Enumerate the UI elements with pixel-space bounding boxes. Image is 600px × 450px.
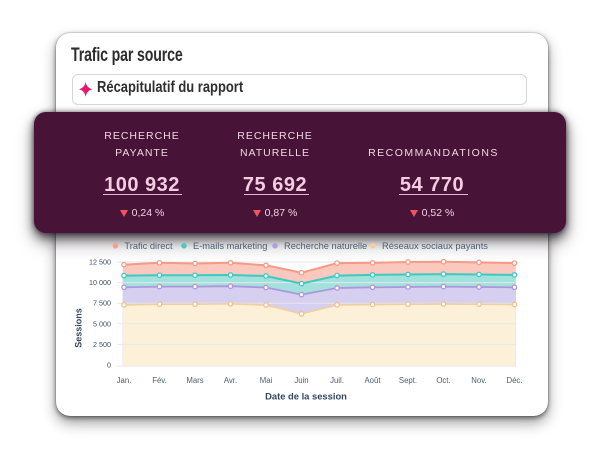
svg-text:Mars: Mars: [186, 376, 203, 385]
svg-text:Jan.: Jan.: [117, 376, 132, 385]
svg-text:Trafic direct: Trafic direct: [124, 241, 173, 251]
svg-text:Juin: Juin: [294, 376, 308, 385]
svg-text:10 000: 10 000: [89, 278, 111, 287]
svg-text:Août: Août: [364, 376, 381, 385]
svg-text:Réseaux sociaux payants: Réseaux sociaux payants: [382, 241, 488, 251]
svg-text:Fév.: Fév.: [152, 376, 167, 385]
svg-text:7 500: 7 500: [93, 299, 111, 308]
svg-text:Sessions: Sessions: [73, 308, 83, 348]
svg-text:Oct.: Oct.: [436, 376, 450, 385]
svg-text:E-mails marketing: E-mails marketing: [193, 241, 267, 251]
svg-text:Date de la session: Date de la session: [265, 391, 347, 402]
svg-text:Déc.: Déc.: [506, 376, 522, 385]
svg-text:Avr.: Avr.: [224, 376, 237, 385]
svg-text:Sept.: Sept.: [399, 376, 417, 385]
svg-text:Juil.: Juil.: [330, 376, 344, 385]
svg-text:2 500: 2 500: [93, 340, 111, 349]
svg-text:Mai: Mai: [260, 376, 273, 385]
svg-text:5 000: 5 000: [93, 319, 111, 328]
svg-text:12 500: 12 500: [89, 258, 111, 267]
svg-text:0: 0: [107, 361, 111, 370]
svg-text:Recherche naturelle: Recherche naturelle: [284, 241, 367, 251]
svg-text:Nov.: Nov.: [471, 376, 486, 385]
